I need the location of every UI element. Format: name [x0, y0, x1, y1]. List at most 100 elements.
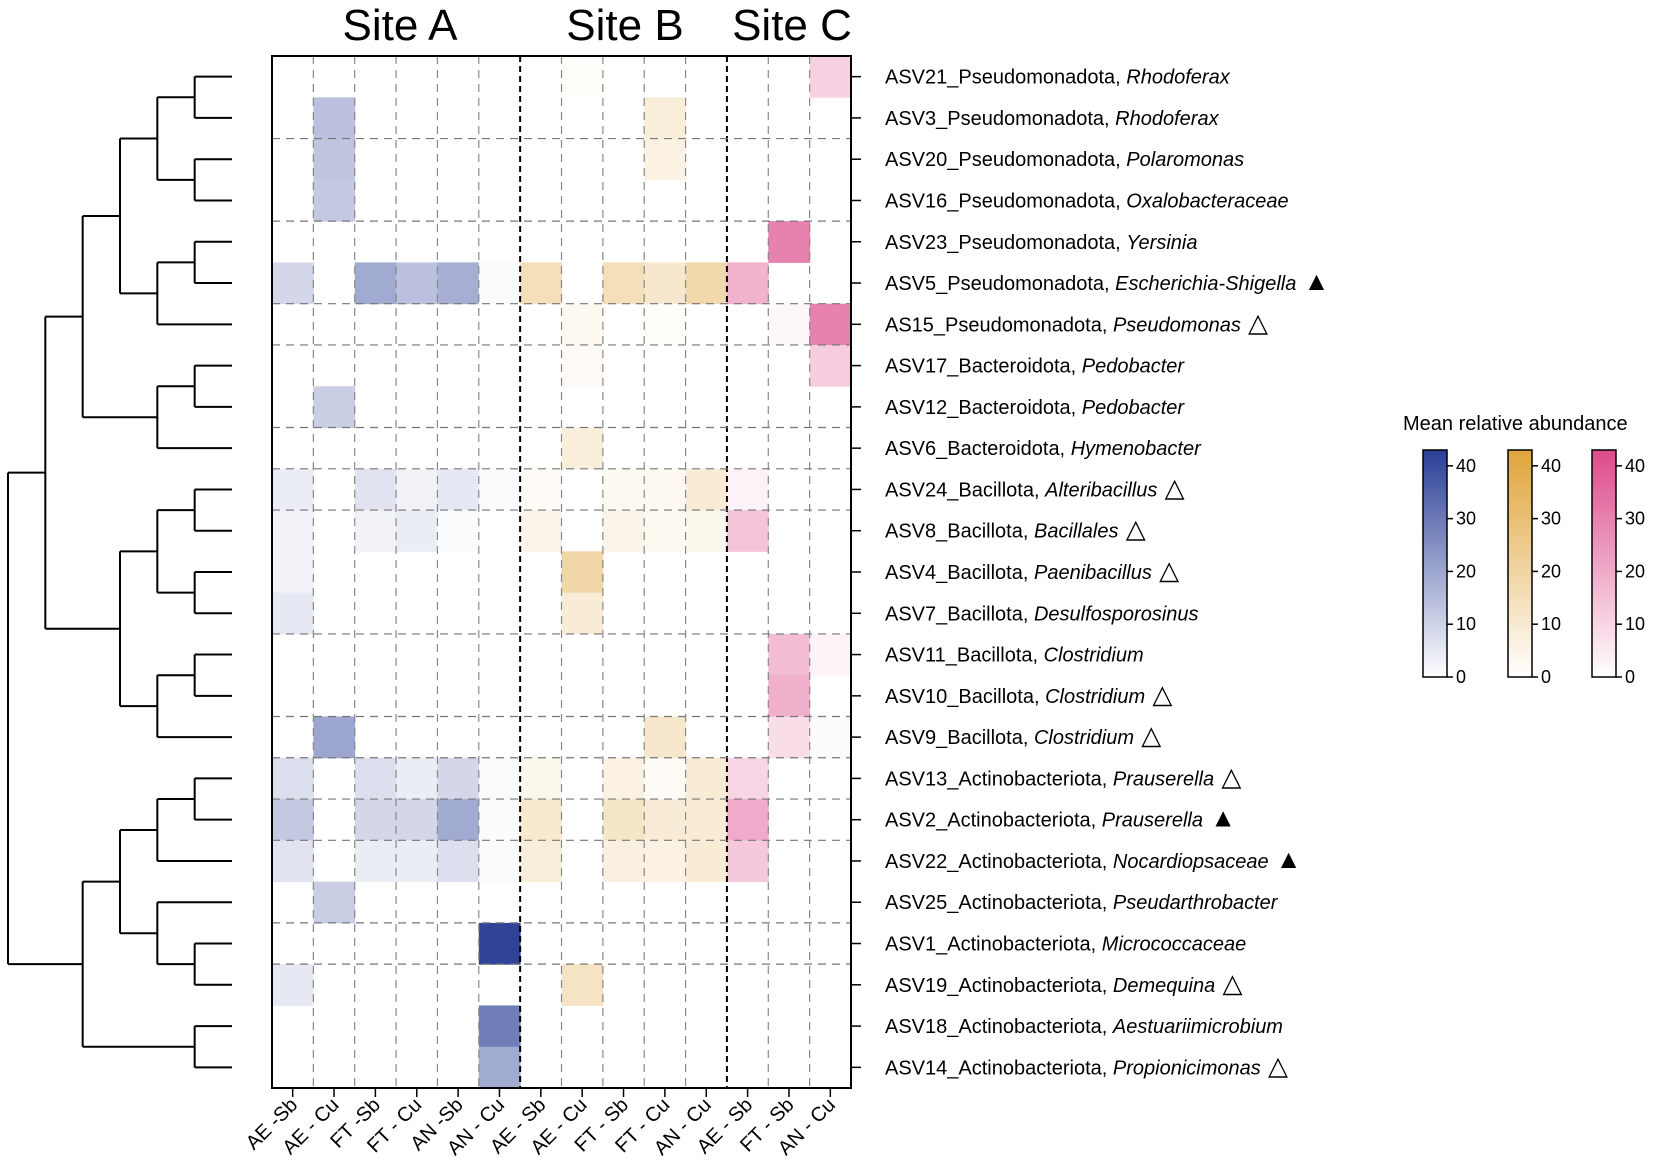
- heatmap-cell: [644, 262, 687, 305]
- row-label: ASV24_Bacillota, Alteribacillus △: [885, 472, 1185, 502]
- row-label-id: ASV6_Bacteroidota,: [885, 438, 1071, 460]
- filled-triangle-marker: ▲: [1203, 803, 1236, 833]
- row-label: ASV9_Bacillota, Clostridium △: [885, 720, 1161, 750]
- heatmap-cell: [809, 56, 852, 98]
- heatmap-cells: [272, 56, 852, 1089]
- heatmap-cell: [313, 97, 356, 140]
- row-label: ASV8_Bacillota, Bacillales △: [885, 514, 1146, 544]
- heatmap-cell: [602, 510, 645, 552]
- row-label-taxon: Desulfosporosinus: [1034, 603, 1199, 625]
- heatmap-cell: [396, 262, 438, 305]
- row-label-taxon: Rhodoferax: [1115, 108, 1219, 130]
- heatmap-cell: [313, 138, 356, 181]
- heatmap-cell: [354, 510, 397, 552]
- heatmap-cell: [478, 840, 521, 883]
- row-label-id: ASV19_Actinobacteriota,: [885, 975, 1113, 997]
- row-label-taxon: Pseudomonas: [1113, 314, 1241, 336]
- row-label-id: ASV25_Actinobacteriota,: [885, 892, 1113, 914]
- site-title-b: Site B: [566, 1, 683, 50]
- heatmap-cell: [561, 592, 604, 635]
- heatmap-cell: [478, 262, 521, 305]
- row-label: ASV4_Bacillota, Paenibacillus △: [885, 555, 1179, 585]
- heatmap-cell: [644, 97, 687, 140]
- row-label-taxon: Pseudarthrobacter: [1113, 892, 1279, 914]
- legend-tick-label: 0: [1456, 667, 1466, 687]
- row-label-id: ASV2_Actinobacteriota,: [885, 810, 1102, 832]
- heatmap-cell: [768, 221, 811, 263]
- heatmap-cell: [644, 303, 687, 346]
- heatmap-cell: [726, 468, 769, 511]
- heatmap-cell: [644, 138, 687, 181]
- row-label: ASV23_Pseudomonadota, Yersinia: [885, 232, 1197, 254]
- row-label-id: ASV7_Bacillota,: [885, 603, 1034, 625]
- open-triangle-marker: △: [1215, 968, 1242, 998]
- row-label-id: ASV8_Bacillota,: [885, 521, 1034, 543]
- legend-tick-label: 30: [1456, 509, 1476, 529]
- heatmap-cell: [726, 510, 769, 552]
- legend-tick-label: 20: [1625, 561, 1645, 581]
- open-triangle-marker: △: [1118, 514, 1145, 544]
- heatmap-cell: [396, 757, 438, 800]
- legend-bar-site-c: [1591, 449, 1617, 678]
- heatmap-cell: [478, 1005, 521, 1048]
- heatmap-cell: [437, 262, 480, 305]
- heatmap-cell: [437, 510, 480, 552]
- heatmap-cell: [437, 468, 480, 511]
- heatmap-cell: [561, 303, 604, 346]
- heatmap-cell: [272, 799, 314, 841]
- row-label: ASV19_Actinobacteriota, Demequina △: [885, 968, 1242, 998]
- row-label: AS15_Pseudomonadota, Pseudomonas △: [885, 307, 1268, 337]
- row-label-id: ASV4_Bacillota,: [885, 562, 1034, 584]
- heatmap-cell: [602, 757, 645, 800]
- legend-tick-label: 10: [1541, 614, 1561, 634]
- row-label: ASV25_Actinobacteriota, Pseudarthrobacte…: [885, 892, 1279, 914]
- heatmap-cell: [685, 757, 728, 800]
- heatmap-cell: [437, 840, 480, 883]
- row-label-taxon: Prauserella: [1102, 810, 1203, 832]
- heatmap-cell: [478, 1046, 521, 1089]
- heatmap-cell: [602, 262, 645, 305]
- heatmap-cell: [272, 551, 314, 594]
- heatmap-cell: [602, 468, 645, 511]
- legend-bar-site-b: [1507, 449, 1533, 678]
- open-triangle-marker: △: [1261, 1050, 1288, 1080]
- legend-tick-label: 0: [1625, 667, 1635, 687]
- row-label-taxon: Micrococcaceae: [1102, 934, 1247, 956]
- heatmap-cell: [726, 799, 769, 841]
- heatmap-cell: [561, 551, 604, 594]
- legend-tick-label: 40: [1625, 456, 1645, 476]
- heatmap-cell: [313, 179, 356, 222]
- heatmap-cell: [437, 799, 480, 841]
- heatmap-cell: [396, 468, 438, 511]
- heatmap-cell: [478, 757, 521, 800]
- heatmap-cell: [685, 510, 728, 552]
- heatmap-cell: [272, 840, 314, 883]
- legend-bar-site-a: [1422, 449, 1448, 678]
- row-label-id: ASV16_Pseudomonadota,: [885, 190, 1126, 212]
- heatmap-cell: [685, 468, 728, 511]
- row-label-id: ASV1_Actinobacteriota,: [885, 934, 1102, 956]
- row-label: ASV12_Bacteroidota, Pedobacter: [885, 397, 1185, 419]
- row-label-id: ASV23_Pseudomonadota,: [885, 232, 1126, 254]
- heatmap-cell: [561, 964, 604, 1006]
- row-label: ASV20_Pseudomonadota, Polaromonas: [885, 149, 1244, 171]
- heatmap-cell: [520, 840, 562, 883]
- row-label: ASV2_Actinobacteriota, Prauserella ▲: [885, 803, 1236, 833]
- row-label-taxon: Nocardiopsaceae: [1113, 851, 1269, 873]
- row-dendrogram: [7, 75, 232, 1069]
- heatmap-cell: [354, 799, 397, 841]
- row-label-taxon: Pedobacter: [1082, 397, 1186, 419]
- legend-tick-label: 10: [1456, 614, 1476, 634]
- heatmap-cell: [520, 757, 562, 800]
- heatmap-cell: [809, 344, 852, 387]
- row-label-taxon: Clostridium: [1034, 727, 1134, 749]
- row-label: ASV22_Actinobacteriota, Nocardiopsaceae …: [885, 844, 1302, 874]
- row-label: ASV1_Actinobacteriota, Micrococcaceae: [885, 934, 1246, 956]
- open-triangle-marker: △: [1152, 555, 1179, 585]
- color-legend: 0 10 20 30 40 0 10 20 30 40 0 10 20 30 40: [1422, 449, 1645, 687]
- heatmap-cell: [644, 468, 687, 511]
- heatmap-cell: [768, 633, 811, 676]
- heatmap-cell: [272, 262, 314, 305]
